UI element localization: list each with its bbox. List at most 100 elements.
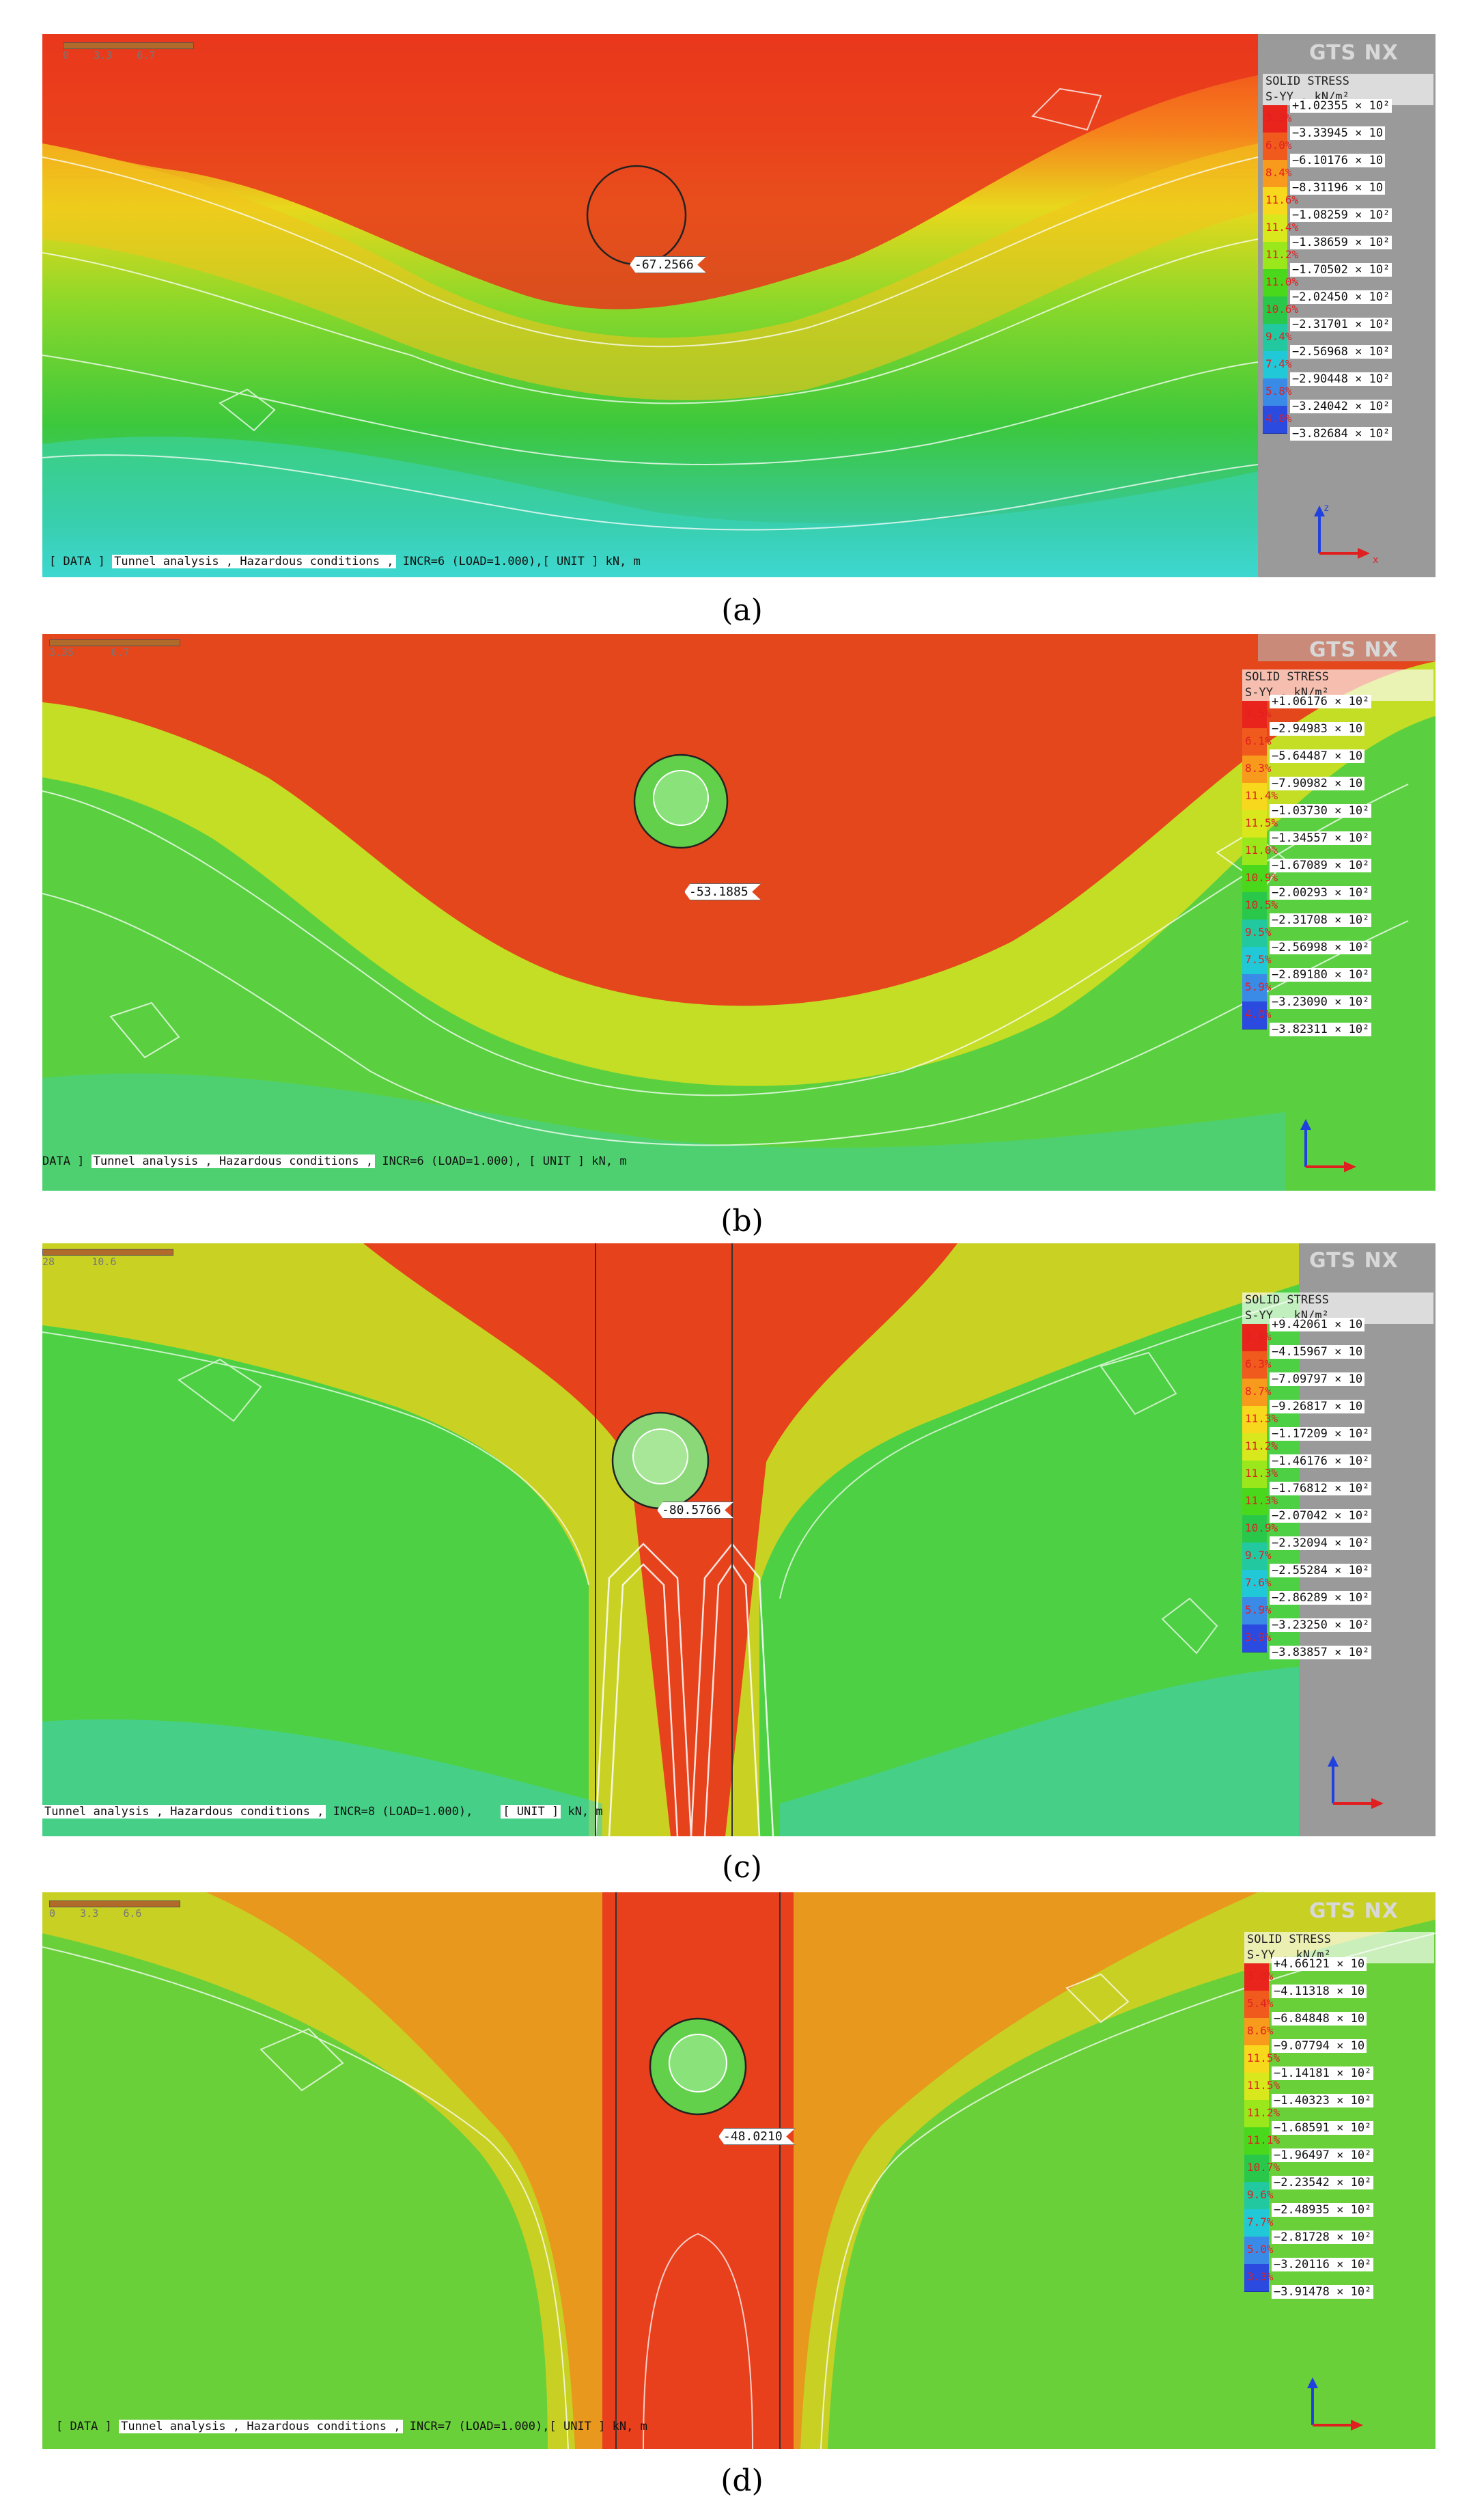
low-stress-zone-c [42, 1667, 1299, 1836]
legend-swatch: 3.0% [1244, 1963, 1274, 1991]
legend-value: −1.40323 × 10² [1272, 2094, 1374, 2107]
legend-swatch: 6.0% [1263, 133, 1292, 161]
footer-part: INCR=8 (LOAD=1.000), [333, 1805, 473, 1819]
brand-logo-d: GTS NX [1309, 1899, 1399, 1923]
legend-swatch: 7.4% [1263, 351, 1292, 379]
legend-swatch: 11.1% [1244, 2127, 1280, 2155]
footer-part: [ DATA ] [49, 555, 105, 568]
legend-swatch: 10.5% [1242, 892, 1278, 920]
transition-zone-a [42, 143, 1258, 400]
stress-legend-c: SOLID STRESS S-YY , kN/m² 3.8% +9.42061 ×… [1242, 1292, 1433, 1659]
legend-value: −4.11318 × 10 [1272, 1985, 1367, 1998]
legend-percent: 3.8% [1245, 1330, 1272, 1343]
legend-percent: 10.5% [1245, 898, 1278, 911]
legend-percent: 9.6% [1247, 2188, 1274, 2201]
legend-swatch: 4.0% [1242, 1001, 1272, 1029]
footer-part: kN, m [605, 555, 641, 568]
legend-percent: 9.7% [1245, 1549, 1272, 1562]
scale-bar-c: 28 10.6 [42, 1249, 173, 1268]
legend-swatch: 6.1% [1242, 728, 1272, 756]
legend-percent: 11.5% [1247, 2051, 1280, 2064]
legend-swatch: 11.0% [1242, 838, 1278, 866]
legend-value: −9.26817 × 10 [1270, 1400, 1365, 1413]
legend-percent: 11.0% [1265, 275, 1299, 288]
high-stress-zone-b [42, 634, 1436, 1006]
legend-swatch: 4.0% [1263, 406, 1292, 434]
legend-percent: 11.2% [1247, 2106, 1280, 2119]
legend-value: +1.02355 × 10² [1290, 99, 1392, 113]
stress-legend-a: SOLID STRESS S-YY , kN/m² 3.3% +1.02355 ×… [1263, 74, 1433, 441]
legend-panel-bg-b [1258, 634, 1436, 661]
legend-percent: 6.0% [1265, 139, 1292, 152]
legend-value: −1.14181 × 10² [1272, 2066, 1374, 2080]
legend-swatch: 8.4% [1263, 160, 1292, 188]
low-stress-zone-a [42, 437, 1258, 577]
legend-percent: 9.5% [1245, 926, 1272, 939]
legend-value: −2.02450 × 10² [1290, 290, 1392, 304]
legend-value: −2.56998 × 10² [1270, 941, 1372, 954]
legend-percent: 8.7% [1245, 1385, 1272, 1398]
legend-percent: 3.0% [1247, 1969, 1274, 1982]
legend-percent: 10.9% [1245, 871, 1278, 884]
brand-logo-b: GTS NX [1309, 638, 1399, 662]
legend-value: −3.83857 × 10² [1270, 1646, 1372, 1659]
footer-part: INCR=7 (LOAD=1.000),[ UNIT ] [409, 2420, 606, 2433]
footer-part: kN, m [568, 1805, 603, 1819]
legend-percent: 11.3% [1245, 1467, 1278, 1480]
legend-percent: 10.7% [1247, 2161, 1280, 2174]
legend-value: −3.82311 × 10² [1270, 1023, 1372, 1036]
legend-swatch: 3.5% [1242, 701, 1272, 729]
legend-swatch: 11.4% [1242, 783, 1278, 811]
legend-percent: 5.8% [1265, 385, 1292, 398]
scale-tick: 3.3 [94, 49, 113, 61]
legend-value: −6.10176 × 10 [1290, 154, 1386, 167]
legend-value: −1.76812 × 10² [1270, 1482, 1372, 1495]
tunnel-core-c [632, 1428, 688, 1484]
legend-value: −3.24042 × 10² [1290, 400, 1392, 413]
legend-swatch: 5.9% [1242, 974, 1272, 1002]
legend-value: −9.07794 × 10 [1272, 2039, 1367, 2053]
legend-swatch: 7.6% [1242, 1570, 1272, 1598]
legend-percent: 11.0% [1245, 844, 1278, 857]
legend-title-line1: SOLID STRESS [1244, 1932, 1434, 1948]
legend-percent: 3.9% [1245, 1631, 1272, 1644]
legend-value: −2.86289 × 10² [1270, 1591, 1372, 1605]
legend-scale-b: 3.5% +1.06176 × 10² 6.1% −2.94983 × 10 8.3% −… [1242, 695, 1433, 1070]
legend-value: +1.06176 × 10² [1270, 695, 1372, 708]
legend-swatch: 10.9% [1242, 1515, 1278, 1543]
legend-swatch: 9.5% [1242, 920, 1272, 948]
legend-title-line1: SOLID STRESS [1263, 74, 1433, 89]
legend-swatch: 8.6% [1244, 2018, 1274, 2046]
legend-panel-bg-a [1258, 34, 1436, 577]
legend-scale-c: 3.8% +9.42061 × 10 6.3% −4.15967 × 10 8.7% −7… [1242, 1318, 1433, 1693]
legend-percent: 6.3% [1245, 1357, 1272, 1370]
scale-tick: 3.35 [49, 646, 74, 659]
legend-value: −6.84848 × 10 [1272, 2012, 1367, 2026]
legend-percent: 11.4% [1265, 221, 1299, 234]
legend-scale-a: 3.3% +1.02355 × 10² 6.0% −3.33945 × 10 8.4% −… [1263, 99, 1433, 460]
legend-value: −1.96497 × 10² [1272, 2148, 1374, 2162]
legend-swatch: 3.9% [1242, 1625, 1272, 1653]
legend-percent: 11.4% [1245, 789, 1278, 802]
scale-bar-b: 3.35 6.7 [49, 639, 180, 659]
legend-value: −1.46176 × 10² [1270, 1454, 1372, 1468]
legend-swatch: 11.3% [1242, 1488, 1278, 1516]
footer-part: Tunnel analysis , Hazardous conditions , [119, 2420, 403, 2433]
legend-swatch: 11.5% [1244, 2045, 1280, 2073]
legend-swatch: 5.8% [1263, 378, 1292, 406]
footer-part: Tunnel analysis , Hazardous conditions , [42, 1805, 326, 1819]
legend-value: −2.07042 × 10² [1270, 1509, 1372, 1523]
legend-value: −2.81728 × 10² [1272, 2230, 1374, 2244]
footer-part: kN, m [591, 1155, 627, 1168]
legend-swatch: 9.7% [1242, 1543, 1272, 1571]
brand-logo-a: GTS NX [1309, 41, 1399, 65]
legend-value: −2.32094 × 10² [1270, 1536, 1372, 1550]
legend-value: −1.70502 × 10² [1290, 263, 1392, 277]
legend-value: −3.20116 × 10² [1272, 2258, 1374, 2271]
legend-value: −2.90448 × 10² [1290, 372, 1392, 386]
value-callout-a: -67.2566 [630, 256, 707, 273]
legend-value: −2.56968 × 10² [1290, 345, 1392, 359]
high-stress-zone-c [363, 1243, 957, 1836]
legend-percent: 8.3% [1245, 762, 1272, 775]
legend-value: −1.38659 × 10² [1290, 236, 1392, 249]
